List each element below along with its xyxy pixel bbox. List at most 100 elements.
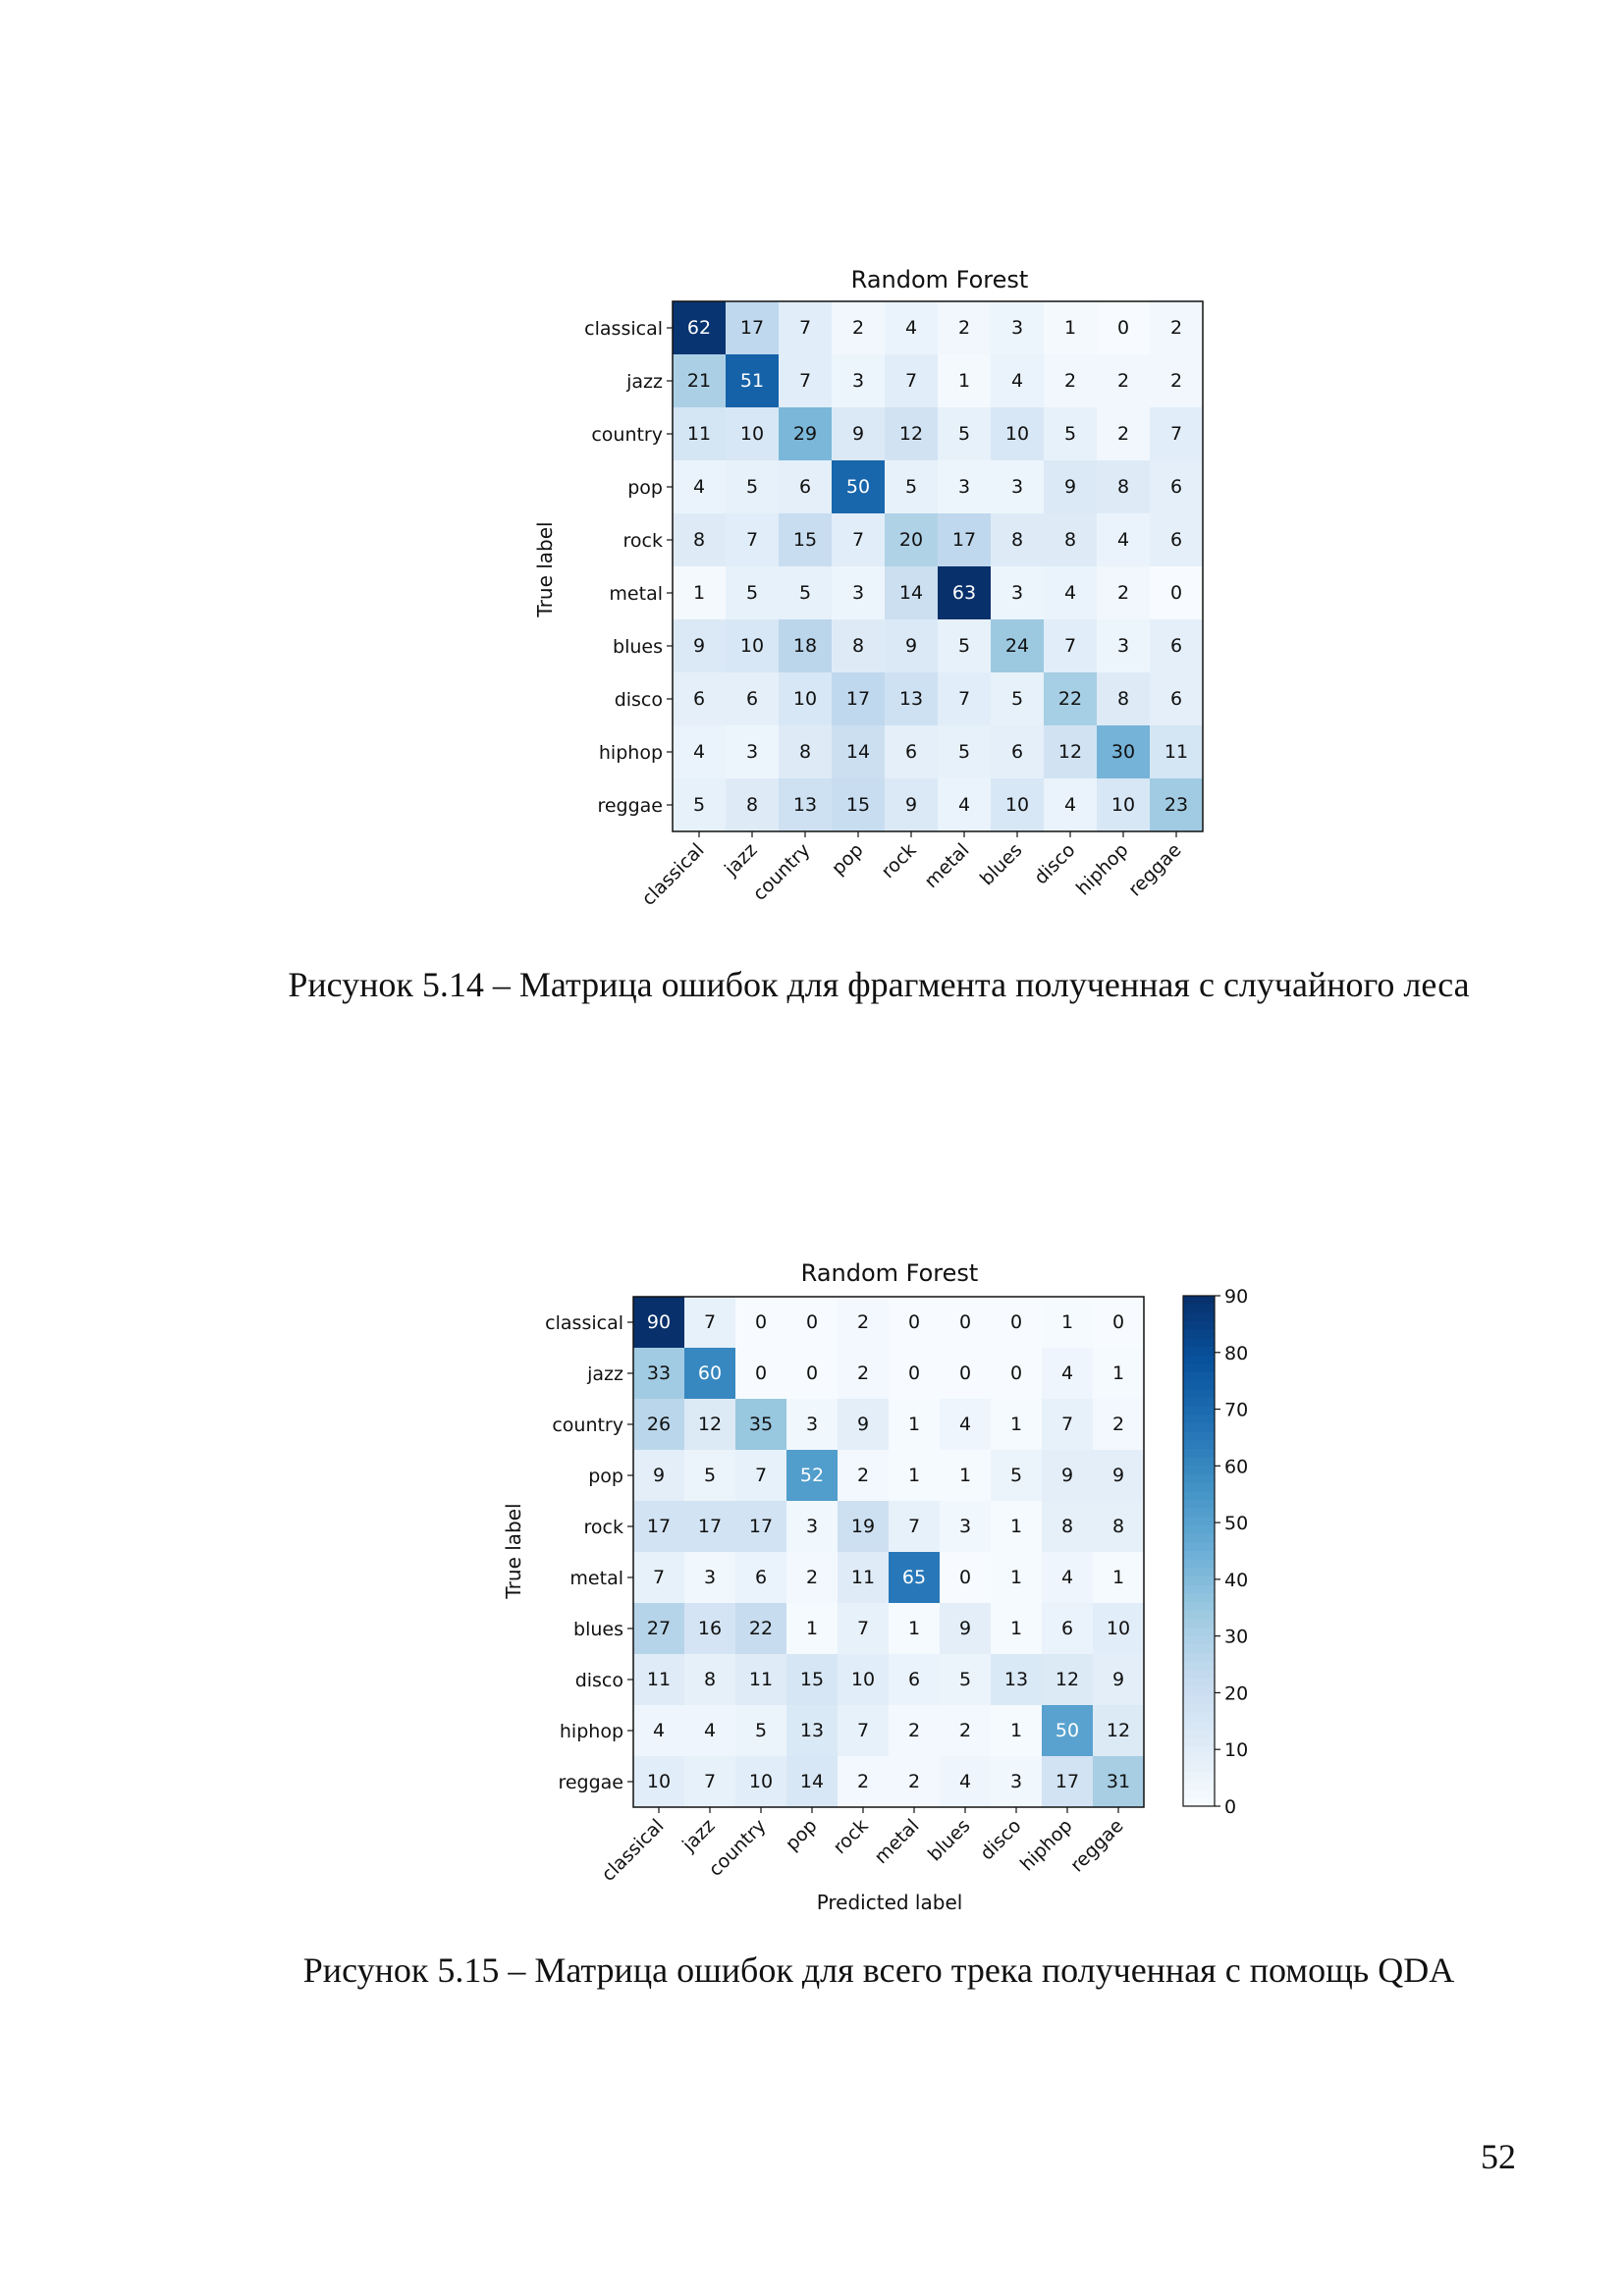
heatmap-cell [779, 407, 833, 461]
x-tick-label: hiphop [1072, 839, 1133, 900]
heatmap-cell [885, 725, 939, 779]
colorbar-segment [1183, 1797, 1215, 1807]
cell-value-label: 3 [1011, 317, 1023, 339]
colorbar-segment [1183, 1602, 1215, 1612]
cell-value-label: 9 [693, 635, 705, 657]
heatmap-cell [786, 1756, 839, 1808]
heatmap-cell [1150, 460, 1204, 514]
colorbar-segment [1183, 1746, 1215, 1756]
heatmap-cell [673, 566, 727, 620]
cell-value-label: 6 [755, 1567, 767, 1588]
cell-value-label: 5 [958, 635, 970, 657]
page-number: 52 [1481, 2137, 1516, 2176]
colorbar-segment [1183, 1517, 1215, 1526]
cell-value-label: 11 [1164, 741, 1188, 763]
heatmap-cell [832, 619, 886, 673]
heatmap-cell [889, 1450, 941, 1502]
heatmap-cell [940, 1705, 992, 1757]
plot-frame [672, 300, 1204, 832]
heatmap-cell [1150, 513, 1204, 567]
cell-value-label: 3 [806, 1414, 818, 1435]
heatmap-cell [726, 301, 780, 355]
colorbar-tick-label: 10 [1224, 1739, 1248, 1761]
heatmap-cell [1097, 513, 1151, 567]
cell-value-label: 14 [846, 741, 870, 763]
colorbar-segment [1183, 1380, 1215, 1390]
cell-value-label: 2 [857, 1465, 869, 1486]
heatmap-cell [938, 778, 992, 832]
heatmap-cell [1093, 1348, 1145, 1400]
cell-value-label: 1 [1010, 1516, 1022, 1537]
x-tick-label: country [749, 839, 815, 905]
cell-value-label: 5 [958, 741, 970, 763]
cell-value-label: 7 [653, 1567, 665, 1588]
heatmap-cell [1097, 354, 1151, 408]
heatmap-cell [1093, 1297, 1145, 1349]
heatmap-cell [1150, 672, 1204, 726]
cell-value-label: 8 [746, 794, 758, 816]
cell-value-label: 5 [799, 582, 811, 604]
heatmap-cell [940, 1552, 992, 1604]
cell-value-label: 1 [1010, 1720, 1022, 1741]
cell-value-label: 20 [899, 529, 923, 551]
cell-value-label: 90 [647, 1311, 671, 1333]
heatmap-cell [1044, 672, 1098, 726]
cell-value-label: 12 [899, 423, 923, 445]
heatmap-cell [633, 1654, 685, 1706]
heatmap-cell [938, 354, 992, 408]
cell-value-label: 0 [959, 1567, 971, 1588]
cell-value-label: 8 [1112, 1516, 1124, 1537]
cell-value-label: 3 [1011, 582, 1023, 604]
cell-value-label: 10 [749, 1771, 773, 1792]
y-tick-label: reggae [597, 795, 663, 817]
heatmap-cell [684, 1450, 736, 1502]
cell-value-label: 5 [693, 794, 705, 816]
heatmap-cell [832, 354, 886, 408]
x-tick-label: jazz [677, 1815, 719, 1856]
heatmap-cell [991, 407, 1045, 461]
heatmap-cell [1093, 1501, 1145, 1553]
colorbar-segment [1183, 1533, 1215, 1543]
colorbar-segment [1183, 1653, 1215, 1663]
colorbar-tick-label: 60 [1224, 1456, 1248, 1477]
cell-value-label: 17 [749, 1516, 773, 1537]
cell-value-label: 5 [1011, 688, 1023, 710]
cell-value-label: 22 [749, 1618, 773, 1639]
heatmap-cell [885, 407, 939, 461]
heatmap-cell [779, 672, 833, 726]
heatmap-cell [786, 1705, 839, 1757]
heatmap-cell [684, 1654, 736, 1706]
cell-value-label: 0 [755, 1362, 767, 1384]
heatmap-cell [1093, 1399, 1145, 1451]
cell-value-label: 5 [746, 582, 758, 604]
y-tick-label: rock [584, 1517, 623, 1538]
heatmap-cell [735, 1450, 787, 1502]
chart-title: Random Forest [801, 1259, 979, 1287]
heatmap-cell [991, 672, 1045, 726]
heatmap-cell [1044, 566, 1098, 620]
cell-value-label: 4 [1064, 582, 1076, 604]
cell-value-label: 10 [1005, 423, 1029, 445]
heatmap-cell [786, 1552, 839, 1604]
cell-value-label: 17 [647, 1516, 671, 1537]
heatmap-cell [991, 354, 1045, 408]
colorbar-segment [1183, 1363, 1215, 1373]
colorbar-segment [1183, 1449, 1215, 1459]
heatmap-cell [838, 1501, 890, 1553]
x-tick-label: classical [638, 839, 709, 910]
heatmap-cell [726, 672, 780, 726]
heatmap-cell [838, 1450, 890, 1502]
heatmap-cell [684, 1399, 736, 1451]
heatmap-cell [673, 407, 727, 461]
cell-value-label: 9 [1064, 476, 1076, 498]
cell-value-label: 52 [800, 1465, 824, 1486]
y-tick-label: country [552, 1415, 623, 1436]
cell-value-label: 12 [1056, 1669, 1079, 1690]
cell-value-label: 4 [693, 476, 705, 498]
heatmap-cell [633, 1348, 685, 1400]
cell-value-label: 1 [958, 370, 970, 392]
cell-value-label: 15 [846, 794, 870, 816]
heatmap-cell [838, 1399, 890, 1451]
cell-value-label: 7 [704, 1771, 716, 1792]
colorbar-segment [1183, 1296, 1215, 1306]
